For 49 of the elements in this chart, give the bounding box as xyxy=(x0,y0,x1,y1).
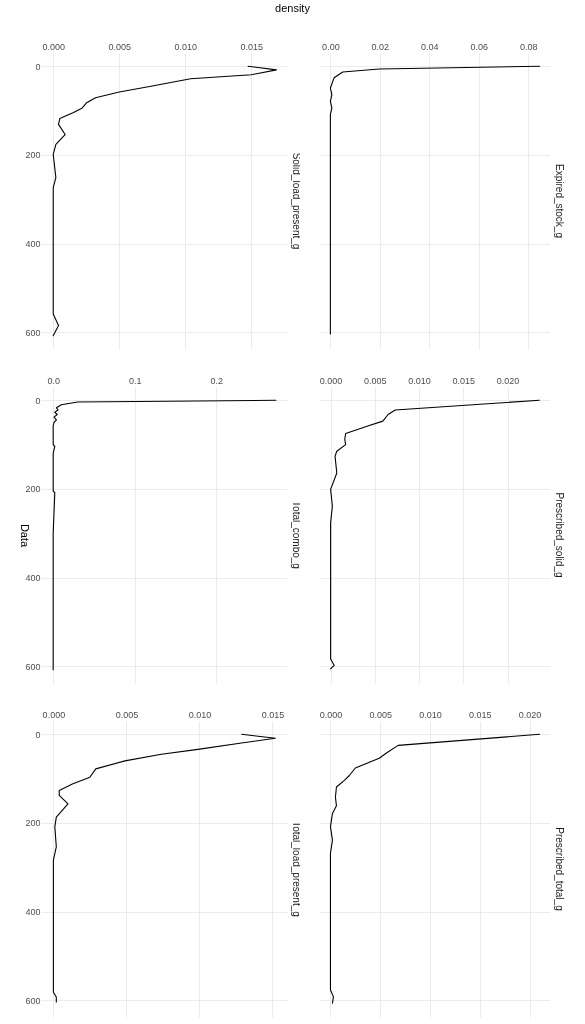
y-tick-label: 0 xyxy=(35,729,41,740)
y-tick-label: 600 xyxy=(25,661,41,672)
line-series xyxy=(52,399,277,671)
y-axis-title: Data xyxy=(19,523,32,548)
x-tick-label: 0.005 xyxy=(364,375,387,386)
text: Expired_stock_g xyxy=(554,164,565,238)
y-tick-label: 400 xyxy=(25,573,41,584)
x-tick-label: 0.1 xyxy=(128,375,142,386)
x-tick-label: 0.06 xyxy=(470,41,489,52)
x-tick-label: 0.010 xyxy=(174,41,198,52)
x-tick-label: 0.005 xyxy=(108,41,132,52)
x-tick-label: 0.020 xyxy=(496,375,520,386)
y-tick-label: 200 xyxy=(25,818,41,829)
x-tick-label: 0.015 xyxy=(469,709,492,720)
text: Solid_load_present_g xyxy=(291,152,302,250)
y-tick-label: 400 xyxy=(25,907,41,918)
x-tick-label: 0.02 xyxy=(371,41,390,52)
line-series xyxy=(52,733,276,1003)
text: Total_combo_g xyxy=(291,501,302,569)
x-tick-label: 0.010 xyxy=(408,375,431,386)
text: Prescribed_solid_g xyxy=(554,492,565,578)
y-tick-label: 200 xyxy=(25,150,41,161)
text: Prescribed_total_g xyxy=(554,827,565,911)
y-tick-label: 200 xyxy=(25,484,41,495)
text: Total_load_present_g xyxy=(291,821,302,917)
x-tick-label: 0.010 xyxy=(419,709,442,720)
x-tick-label: 0.00 xyxy=(322,41,340,52)
x-tick-label: 0.2 xyxy=(210,375,224,386)
x-tick-label: 0.015 xyxy=(452,375,476,386)
y-tick-label: 600 xyxy=(25,327,41,338)
x-tick-label: 0.000 xyxy=(42,709,66,720)
x-tick-label: 0.000 xyxy=(42,41,65,52)
line-series xyxy=(52,65,277,337)
x-tick-label: 0.020 xyxy=(518,709,542,720)
x-tick-label: 0.005 xyxy=(369,709,392,720)
x-tick-label: 0.000 xyxy=(319,375,343,386)
x-tick-label: 0.015 xyxy=(240,41,264,52)
x-tick-label: 0.000 xyxy=(319,709,343,720)
x-tick-label: 0.0 xyxy=(47,375,60,386)
x-tick-label: 0.08 xyxy=(519,41,538,52)
x-tick-label: 0.015 xyxy=(261,709,285,720)
x-tick-label: 0.04 xyxy=(421,41,439,52)
y-tick-label: 400 xyxy=(25,239,41,250)
x-tick-label: 0.010 xyxy=(188,709,212,720)
y-tick-label: 0 xyxy=(35,395,41,406)
y-tick-label: 600 xyxy=(25,995,41,1006)
y-tick-label: 0 xyxy=(35,61,41,72)
x-tick-label: 0.005 xyxy=(115,709,139,720)
x-axis-title: density xyxy=(274,2,311,14)
